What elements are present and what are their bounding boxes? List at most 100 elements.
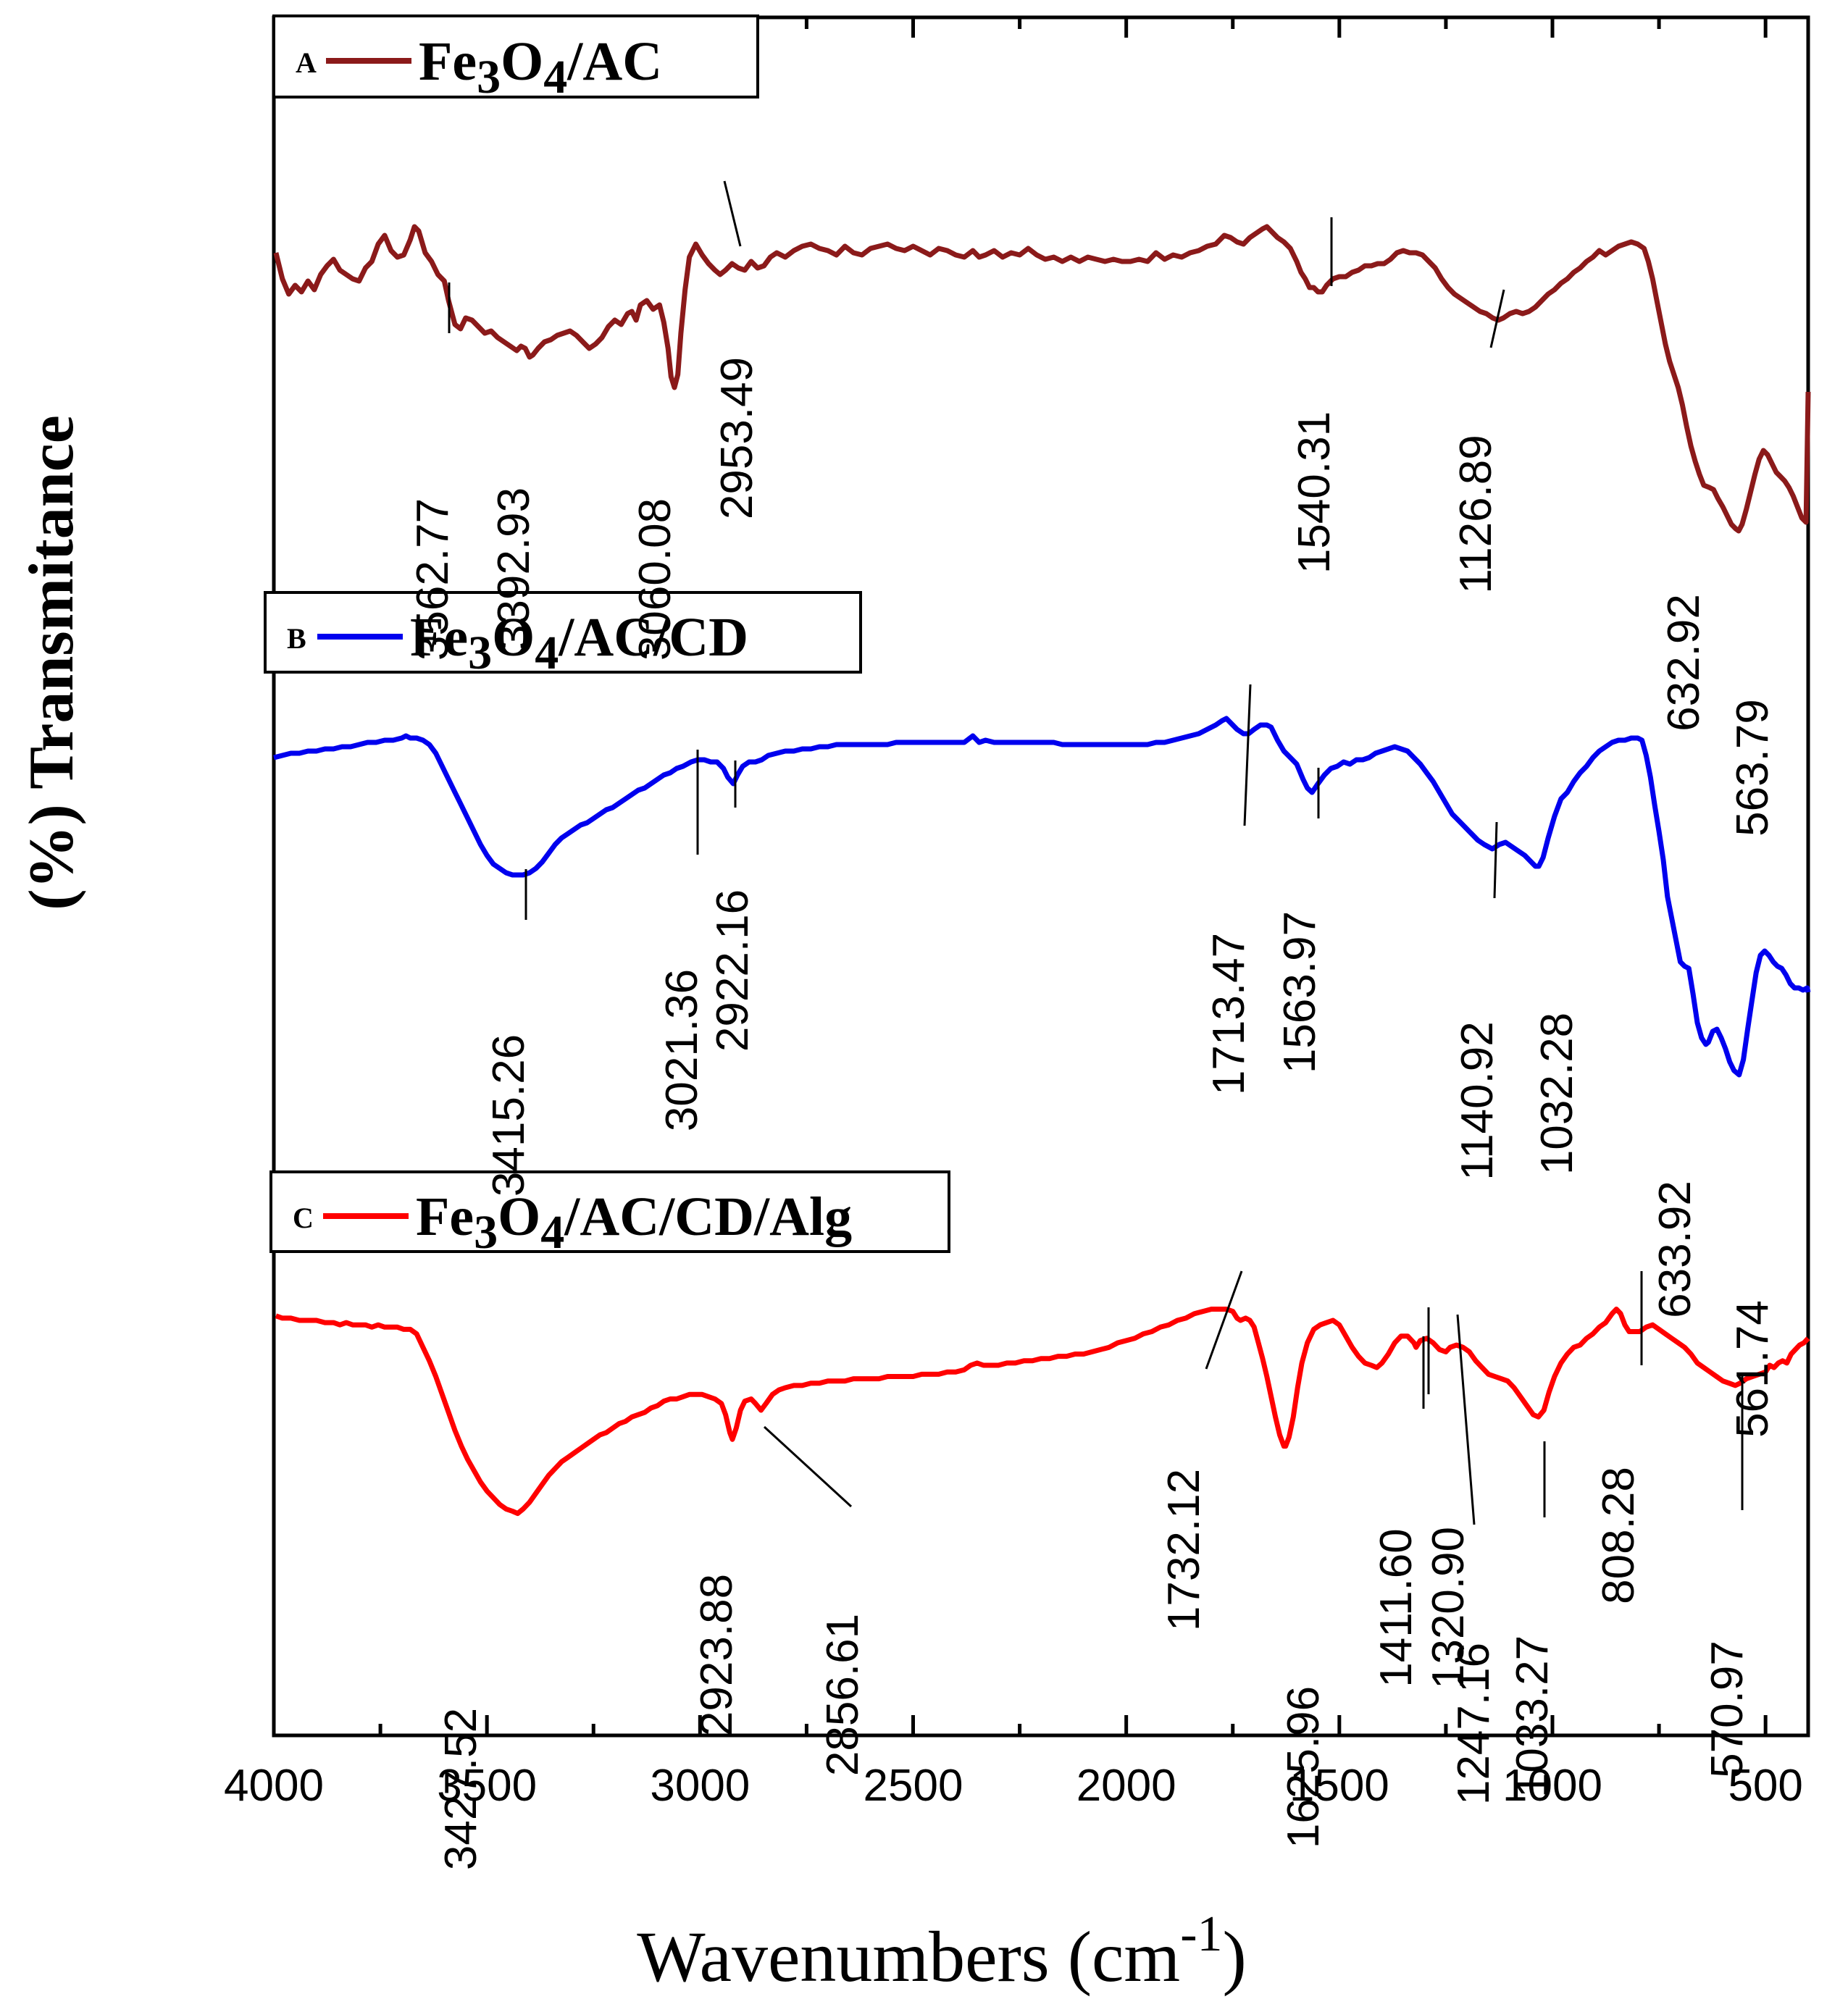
y-axis-title: (%) Transmitance — [17, 415, 87, 910]
series-layer — [273, 224, 1811, 1517]
peak-label: 1713.47 — [1204, 933, 1254, 1095]
peak-annotation: 1126.89 — [1451, 289, 1505, 594]
peak-label: 1411.60 — [1371, 1528, 1421, 1688]
peak-annotation: 2953.49 — [712, 180, 762, 519]
peak-label: 570.97 — [1702, 1641, 1752, 1778]
peak-leader — [1456, 1314, 1476, 1525]
legend-a: A Fe3O4/AC — [272, 14, 759, 104]
legend-label-part: Fe — [416, 1186, 474, 1247]
peak-leader — [1205, 1270, 1243, 1370]
peak-annotation: 1411.60 — [1371, 1336, 1425, 1688]
legend-label-part: /AC — [566, 31, 662, 92]
legend-label-subscript: 4 — [540, 1206, 564, 1259]
peak-annotation: 1732.12 — [1159, 1270, 1243, 1631]
x-axis-title-close: ) — [1223, 1916, 1247, 1997]
peak-annotation: 561.74 — [1728, 1300, 1778, 1438]
legend-label-subscript: 4 — [535, 627, 559, 679]
peak-annotation: 1625.96 — [1279, 1686, 1329, 1848]
x-tick-label: 4000 — [224, 1761, 324, 1811]
peak-annotation: 2923.88 — [692, 1574, 742, 1736]
peak-label: 2856.61 — [818, 1614, 868, 1776]
peak-annotation: 1320.90 — [1423, 1307, 1473, 1689]
legend-label-part: O — [501, 31, 543, 92]
peak-label: 3060.08 — [630, 498, 680, 661]
legend-label: Fe3O4/AC/CD — [410, 607, 748, 679]
peak-annotation: 3392.93 — [489, 487, 539, 650]
peak-label: 1625.96 — [1279, 1686, 1329, 1848]
peak-label: 2923.88 — [692, 1574, 742, 1736]
legend-label-subscript: 4 — [543, 51, 567, 104]
peak-annotation: 1713.47 — [1204, 684, 1254, 1095]
legend-box — [269, 1170, 950, 1253]
peak-label: 632.92 — [1659, 594, 1709, 732]
peak-annotation: 808.28 — [1594, 1271, 1644, 1604]
legend-label-subscript: 3 — [477, 51, 501, 104]
peak-label: 1126.89 — [1451, 435, 1501, 594]
peak-annotation: 563.79 — [1728, 699, 1778, 837]
peak-leader — [723, 180, 742, 247]
series-line-a — [273, 224, 1811, 534]
legend-label-subscript: 3 — [474, 1206, 498, 1259]
peak-annotation: 1140.92 — [1452, 821, 1502, 1181]
legend-label: Fe3O4/AC/CD/Alg — [416, 1186, 852, 1259]
peak-label: 1320.90 — [1423, 1527, 1473, 1689]
plot-frame — [272, 15, 1810, 1738]
legend-letter: A — [296, 46, 317, 79]
peak-annotation: 1247.16 — [1449, 1314, 1499, 1805]
x-tick-label: 1500 — [1289, 1761, 1389, 1811]
x-tick-label: 500 — [1728, 1761, 1802, 1811]
peak-label: 561.74 — [1728, 1300, 1778, 1438]
x-axis-title-superscript: -1 — [1180, 1906, 1222, 1962]
legend-label-part: /AC/CD/Alg — [564, 1186, 852, 1247]
peak-annotations: 3562.77 3392.93 3060.08 2953.49 1540.31 1126.… — [408, 180, 1778, 1870]
x-tick-label: 3000 — [650, 1761, 750, 1811]
legend-b: B Fe3O4/AC/CD — [264, 591, 862, 679]
x-tick-label: 2000 — [1076, 1761, 1176, 1811]
series-line-c — [275, 1307, 1810, 1517]
legend-label-part: Fe — [419, 31, 477, 92]
legend-c: C Fe3O4/AC/CD/Alg — [269, 1170, 950, 1259]
peak-annotation: 1032.28 — [1532, 1013, 1582, 1175]
peak-label: 3021.36 — [657, 969, 707, 1131]
peak-leader — [763, 1425, 853, 1508]
peak-label: 3427.52 — [436, 1708, 486, 1870]
peak-label: 1563.97 — [1275, 911, 1325, 1073]
peak-label: 3415.26 — [484, 1034, 534, 1197]
x-tick-label: 2500 — [864, 1761, 963, 1811]
peak-annotation: 1033.27 — [1508, 1441, 1558, 1798]
legend-label-part: O — [492, 607, 535, 668]
peak-annotation: 570.97 — [1702, 1373, 1752, 1778]
peak-annotation: 2856.61 — [763, 1425, 868, 1776]
legend-box — [264, 591, 862, 674]
legend-label-subscript: 3 — [468, 627, 492, 679]
peak-label: 1140.92 — [1452, 1021, 1502, 1181]
peak-label: 633.92 — [1650, 1181, 1700, 1318]
legend-letter: B — [287, 622, 306, 655]
x-tick-label: 1000 — [1502, 1761, 1602, 1811]
legend-label-part: Fe — [410, 607, 468, 668]
peak-annotation: 3021.36 — [657, 750, 707, 1131]
peak-annotation: 3562.77 — [408, 282, 458, 661]
peak-label: 2953.49 — [712, 357, 762, 519]
peak-label: 1540.31 — [1289, 411, 1339, 574]
legend-box — [272, 14, 759, 99]
legend-letter: C — [293, 1202, 314, 1234]
peak-leader — [1493, 821, 1498, 899]
legend-label-part: O — [498, 1186, 540, 1247]
peak-leader — [1243, 684, 1252, 826]
peak-annotation: 2922.16 — [708, 761, 758, 1052]
peak-leader — [1489, 289, 1505, 348]
legend-label: Fe3O4/AC — [419, 31, 662, 104]
peak-label: 808.28 — [1594, 1467, 1644, 1604]
peak-label: 1732.12 — [1159, 1469, 1209, 1631]
x-axis-title-main: Wavenumbers (cm — [637, 1916, 1180, 1997]
peak-label: 1247.16 — [1449, 1643, 1499, 1805]
peak-label: 2922.16 — [708, 889, 758, 1052]
peak-annotation: 633.92 — [1650, 1181, 1700, 1318]
peak-label: 3562.77 — [408, 498, 458, 661]
peak-annotation: 1563.97 — [1275, 768, 1325, 1073]
peak-annotation: 3415.26 — [484, 869, 534, 1197]
legend-label-part: /AC/CD — [558, 607, 748, 668]
peak-annotation: 3427.52 — [436, 1708, 486, 1870]
